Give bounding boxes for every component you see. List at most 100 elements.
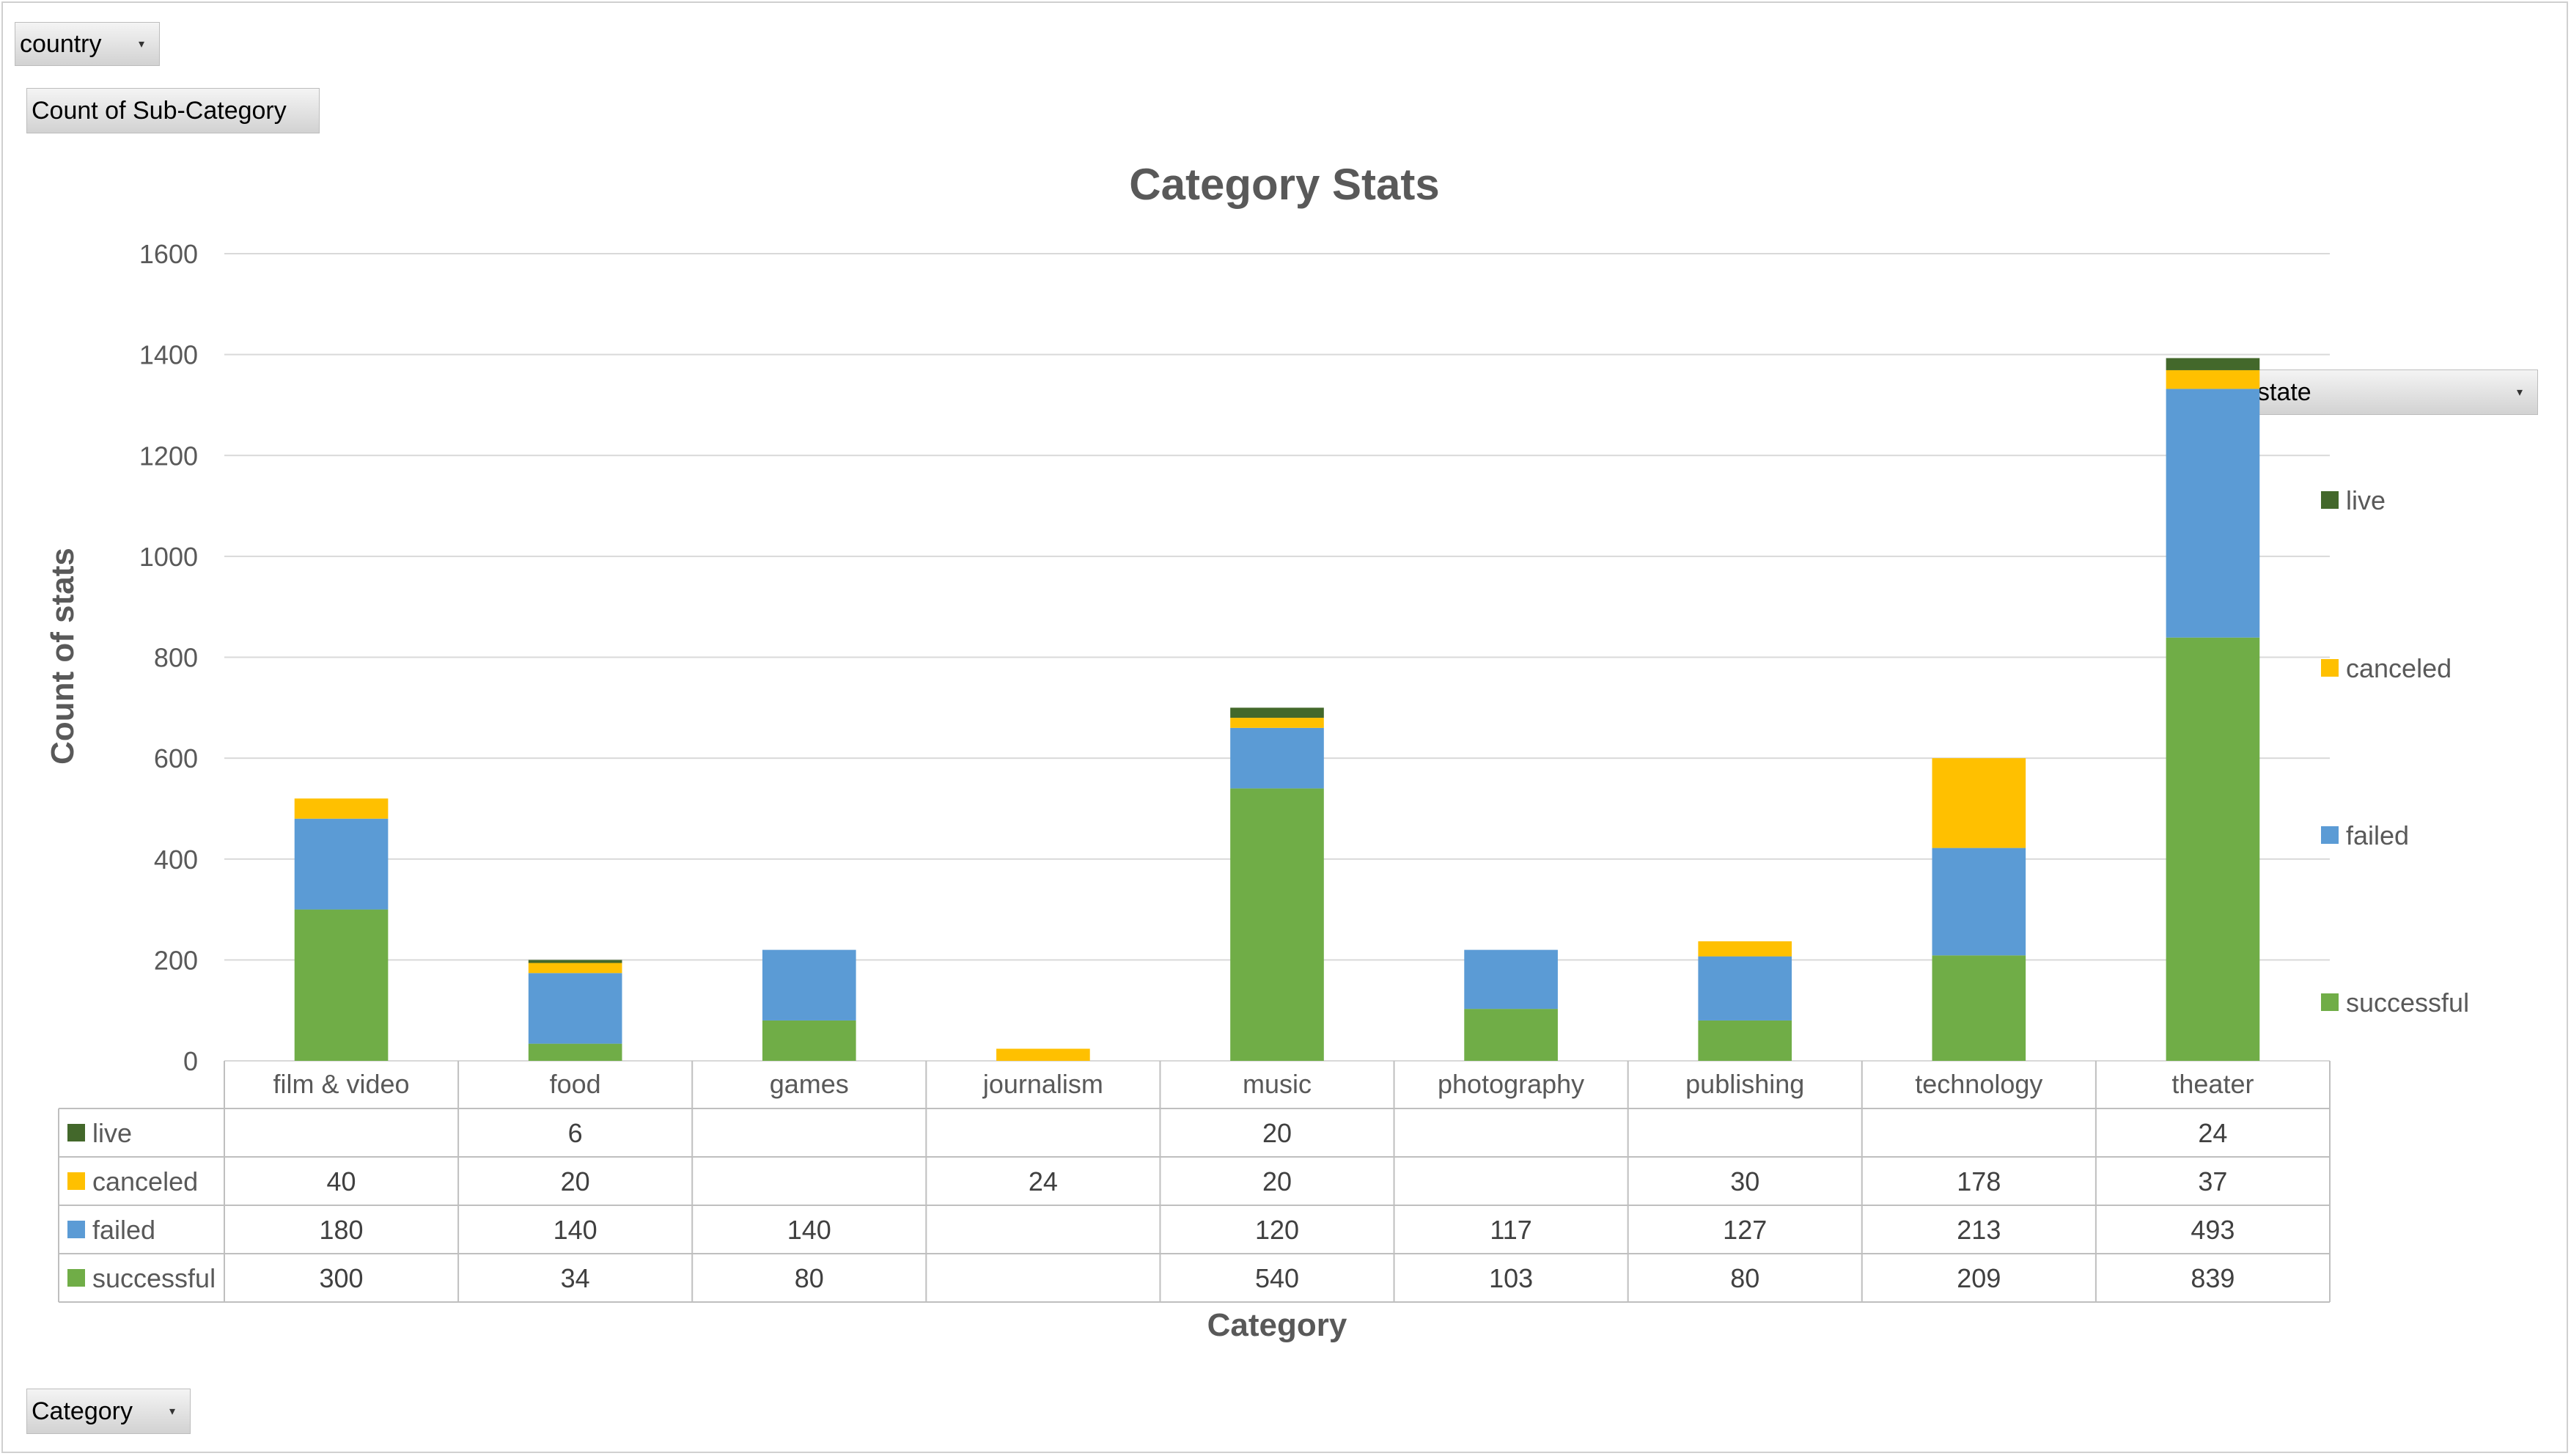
legend-label: failed — [2346, 820, 2409, 850]
table-cell-value: 20 — [561, 1166, 590, 1196]
bar-successful — [762, 1020, 856, 1061]
table-cell-value: 80 — [795, 1263, 824, 1293]
y-tick-label: 1400 — [139, 340, 198, 370]
category-label: technology — [1915, 1069, 2042, 1099]
country-filter-button[interactable]: country ▾ — [15, 22, 160, 66]
values-field-label: Count of Sub-Category — [32, 96, 287, 125]
legend-key-failed — [2321, 826, 2339, 844]
bar-successful — [1230, 788, 1324, 1061]
bar-canceled — [1230, 718, 1324, 728]
dropdown-arrow-icon: ▾ — [2516, 386, 2523, 399]
bar-successful — [1932, 955, 2026, 1061]
dropdown-arrow-icon: ▾ — [138, 38, 144, 51]
legend-label: live — [2346, 485, 2386, 515]
bar-canceled — [1698, 941, 1792, 957]
table-cell-value: 209 — [1957, 1263, 2001, 1293]
bar-successful — [1464, 1009, 1558, 1061]
bar-live — [2166, 358, 2260, 370]
bar-failed — [1932, 848, 2026, 956]
category-label: food — [550, 1069, 601, 1099]
bar-successful — [2166, 637, 2260, 1061]
category-label: photography — [1438, 1069, 1584, 1099]
table-cell-value: 24 — [1029, 1166, 1058, 1196]
bar-failed — [1464, 949, 1558, 1010]
legend-label: successful — [2346, 988, 2469, 1018]
table-legend-key-successful — [67, 1269, 85, 1287]
legend-key-canceled — [2321, 659, 2339, 677]
y-tick-label: 800 — [154, 643, 198, 673]
table-cell-value: 40 — [327, 1166, 356, 1196]
bars — [294, 358, 2260, 1061]
bar-failed — [762, 949, 856, 1021]
y-tick-label: 1000 — [139, 542, 198, 572]
legend-key-live — [2321, 491, 2339, 509]
axis-field-button[interactable]: Category ▾ — [26, 1389, 191, 1434]
legend: live canceled failed successful — [2321, 485, 2469, 1018]
table-row-label: successful — [92, 1263, 216, 1293]
table-cell-value: 213 — [1957, 1215, 2001, 1245]
y-tick-label: 1200 — [139, 441, 198, 471]
bar-successful — [294, 909, 389, 1061]
x-axis-title: Category — [1207, 1307, 1347, 1343]
bar-canceled — [2166, 369, 2260, 389]
table-cell-value: 140 — [787, 1215, 831, 1245]
bar-live — [528, 960, 622, 963]
legend-key-successful — [2321, 993, 2339, 1011]
table-cell-value: 140 — [553, 1215, 597, 1245]
table-cell-value: 24 — [2198, 1118, 2227, 1148]
chart-title: Category Stats — [1129, 160, 1439, 209]
table-cell-value: 839 — [2191, 1263, 2235, 1293]
table-cell-value: 37 — [2198, 1166, 2227, 1196]
legend-label: canceled — [2346, 653, 2452, 683]
table-cell-value: 120 — [1255, 1215, 1299, 1245]
table-row-label: failed — [92, 1215, 155, 1245]
bar-failed — [1698, 956, 1792, 1021]
table-cell-value: 20 — [1262, 1118, 1292, 1148]
table-cell-value: 30 — [1730, 1166, 1759, 1196]
bar-successful — [1698, 1020, 1792, 1061]
y-axis-ticks: 0 200 400 600 800 1000 1200 1400 1600 — [139, 239, 198, 1076]
category-label: film & video — [273, 1069, 410, 1099]
y-axis-title: Count of stats — [45, 548, 81, 765]
bar-failed — [1230, 727, 1324, 789]
table-legend-key-canceled — [67, 1172, 85, 1190]
bar-failed — [294, 818, 389, 910]
category-label: music — [1243, 1069, 1312, 1099]
bar-live — [1230, 707, 1324, 718]
table-cell-value: 540 — [1255, 1263, 1299, 1293]
bar-successful — [528, 1043, 622, 1061]
y-tick-label: 0 — [183, 1046, 198, 1076]
axis-field-label: Category — [32, 1397, 133, 1425]
category-label: theater — [2171, 1069, 2254, 1099]
y-tick-label: 600 — [154, 743, 198, 773]
country-filter-label: country — [20, 29, 102, 58]
table-row-label: canceled — [92, 1166, 198, 1196]
legend-field-label: state — [2257, 378, 2311, 406]
values-field-button[interactable]: Count of Sub-Category — [26, 88, 320, 133]
bar-canceled — [996, 1048, 1090, 1061]
y-tick-label: 1600 — [139, 239, 198, 269]
table-cell-value: 127 — [1723, 1215, 1767, 1245]
table-cell-value: 20 — [1262, 1166, 1292, 1196]
legend-field-button[interactable]: state ▾ — [2251, 369, 2538, 415]
table-cell-value: 117 — [1490, 1215, 1531, 1245]
bar-canceled — [528, 963, 622, 974]
table-cell-value: 34 — [561, 1263, 590, 1293]
data-table: film & video food games journalism music phot… — [58, 1061, 2331, 1303]
table-cell-value: 6 — [568, 1118, 583, 1148]
table-row-label: live — [92, 1118, 132, 1148]
table-cell-value: 103 — [1489, 1263, 1533, 1293]
y-tick-label: 400 — [154, 845, 198, 875]
table-legend-key-failed — [67, 1221, 85, 1238]
table-cell-value: 493 — [2191, 1215, 2235, 1245]
bar-canceled — [294, 798, 389, 819]
dropdown-arrow-icon: ▾ — [169, 1405, 175, 1418]
table-cell-value: 300 — [320, 1263, 364, 1293]
category-label: games — [770, 1069, 849, 1099]
category-label: publishing — [1685, 1069, 1804, 1099]
bar-failed — [2166, 389, 2260, 638]
table-cell-value: 80 — [1730, 1263, 1759, 1293]
bar-canceled — [1932, 758, 2026, 848]
